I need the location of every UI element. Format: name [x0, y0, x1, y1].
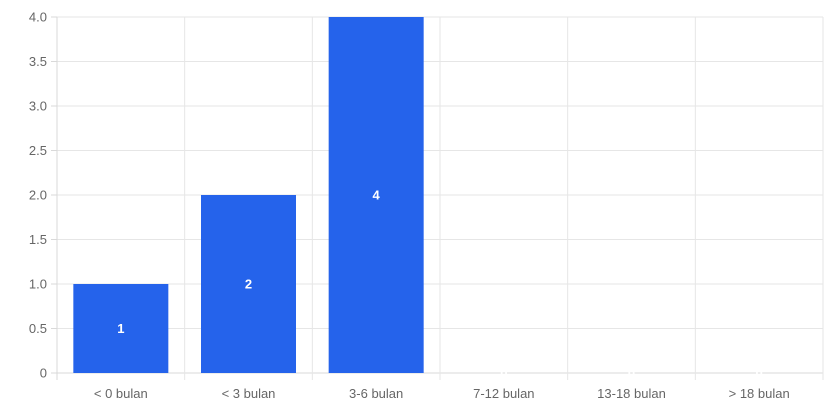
bar-data-label: 1 [117, 321, 124, 336]
bar-data-label: 0 [628, 366, 635, 381]
y-tick-label: 2.0 [29, 188, 47, 203]
y-tick-label: 3.0 [29, 99, 47, 114]
bar-data-label: 2 [245, 277, 252, 292]
x-tick-label: 13-18 bulan [597, 386, 666, 401]
bar-data-label: 0 [500, 366, 507, 381]
gridlines [51, 16, 824, 380]
x-tick-label: < 3 bulan [222, 386, 276, 401]
y-tick-label: 2.5 [29, 143, 47, 158]
x-tick-label: < 0 bulan [94, 386, 148, 401]
y-tick-label: 0 [40, 366, 47, 381]
y-axis-tick-labels: 0 0.5 1.0 1.5 2.0 2.5 3.0 3.5 4.0 [29, 10, 47, 381]
x-tick-label: 7-12 bulan [473, 386, 534, 401]
x-axis-tick-labels: < 0 bulan < 3 bulan 3-6 bulan 7-12 bulan 13-… [94, 386, 790, 401]
y-tick-label: 4.0 [29, 10, 47, 25]
bar-data-label: 0 [756, 366, 763, 381]
y-tick-label: 0.5 [29, 321, 47, 336]
y-tick-label: 1.5 [29, 232, 47, 247]
bar[interactable] [73, 284, 169, 373]
y-tick-label: 1.0 [29, 277, 47, 292]
bar[interactable] [328, 17, 424, 373]
bar[interactable] [201, 195, 296, 373]
x-tick-label: > 18 bulan [729, 386, 790, 401]
x-tick-label: 3-6 bulan [349, 386, 403, 401]
bar-data-label: 4 [373, 188, 381, 203]
bars: 1 2 4 0 0 0 [73, 17, 763, 381]
y-tick-label: 3.5 [29, 54, 47, 69]
